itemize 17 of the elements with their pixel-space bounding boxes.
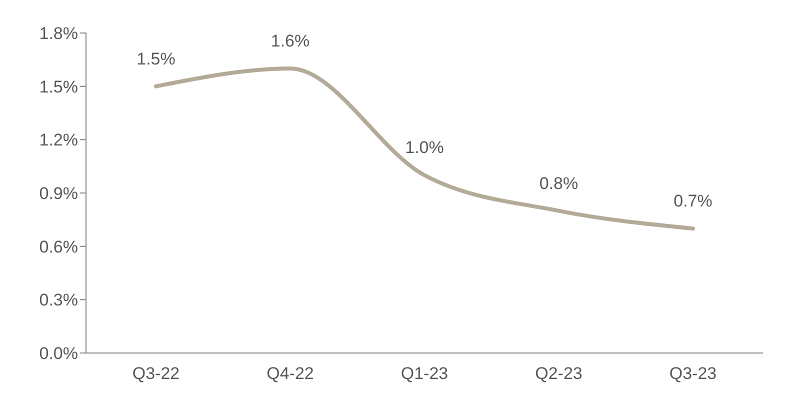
y-tick-label: 0.9% xyxy=(39,184,78,204)
y-tick-label: 1.5% xyxy=(39,77,78,96)
y-tick-label: 0.6% xyxy=(39,237,78,256)
x-tick-label: Q1-23 xyxy=(400,364,448,384)
data-label: 1.5% xyxy=(136,49,176,68)
y-tick-label: 1.2% xyxy=(39,130,78,150)
x-tick-label: Q3-23 xyxy=(669,364,717,384)
x-tick-label: Q3-22 xyxy=(132,364,180,384)
x-tick-label: Q2-23 xyxy=(535,364,582,384)
data-label: 0.7% xyxy=(674,192,712,211)
data-label: 1.0% xyxy=(405,138,444,158)
y-tick-label: 1.8% xyxy=(39,24,78,44)
y-tick-label: 0.0% xyxy=(39,344,78,364)
data-label: 0.8% xyxy=(539,174,578,193)
x-tick-label: Q4-22 xyxy=(266,364,314,384)
data-label: 1.6% xyxy=(270,32,310,51)
y-tick-label: 0.3% xyxy=(39,290,78,310)
